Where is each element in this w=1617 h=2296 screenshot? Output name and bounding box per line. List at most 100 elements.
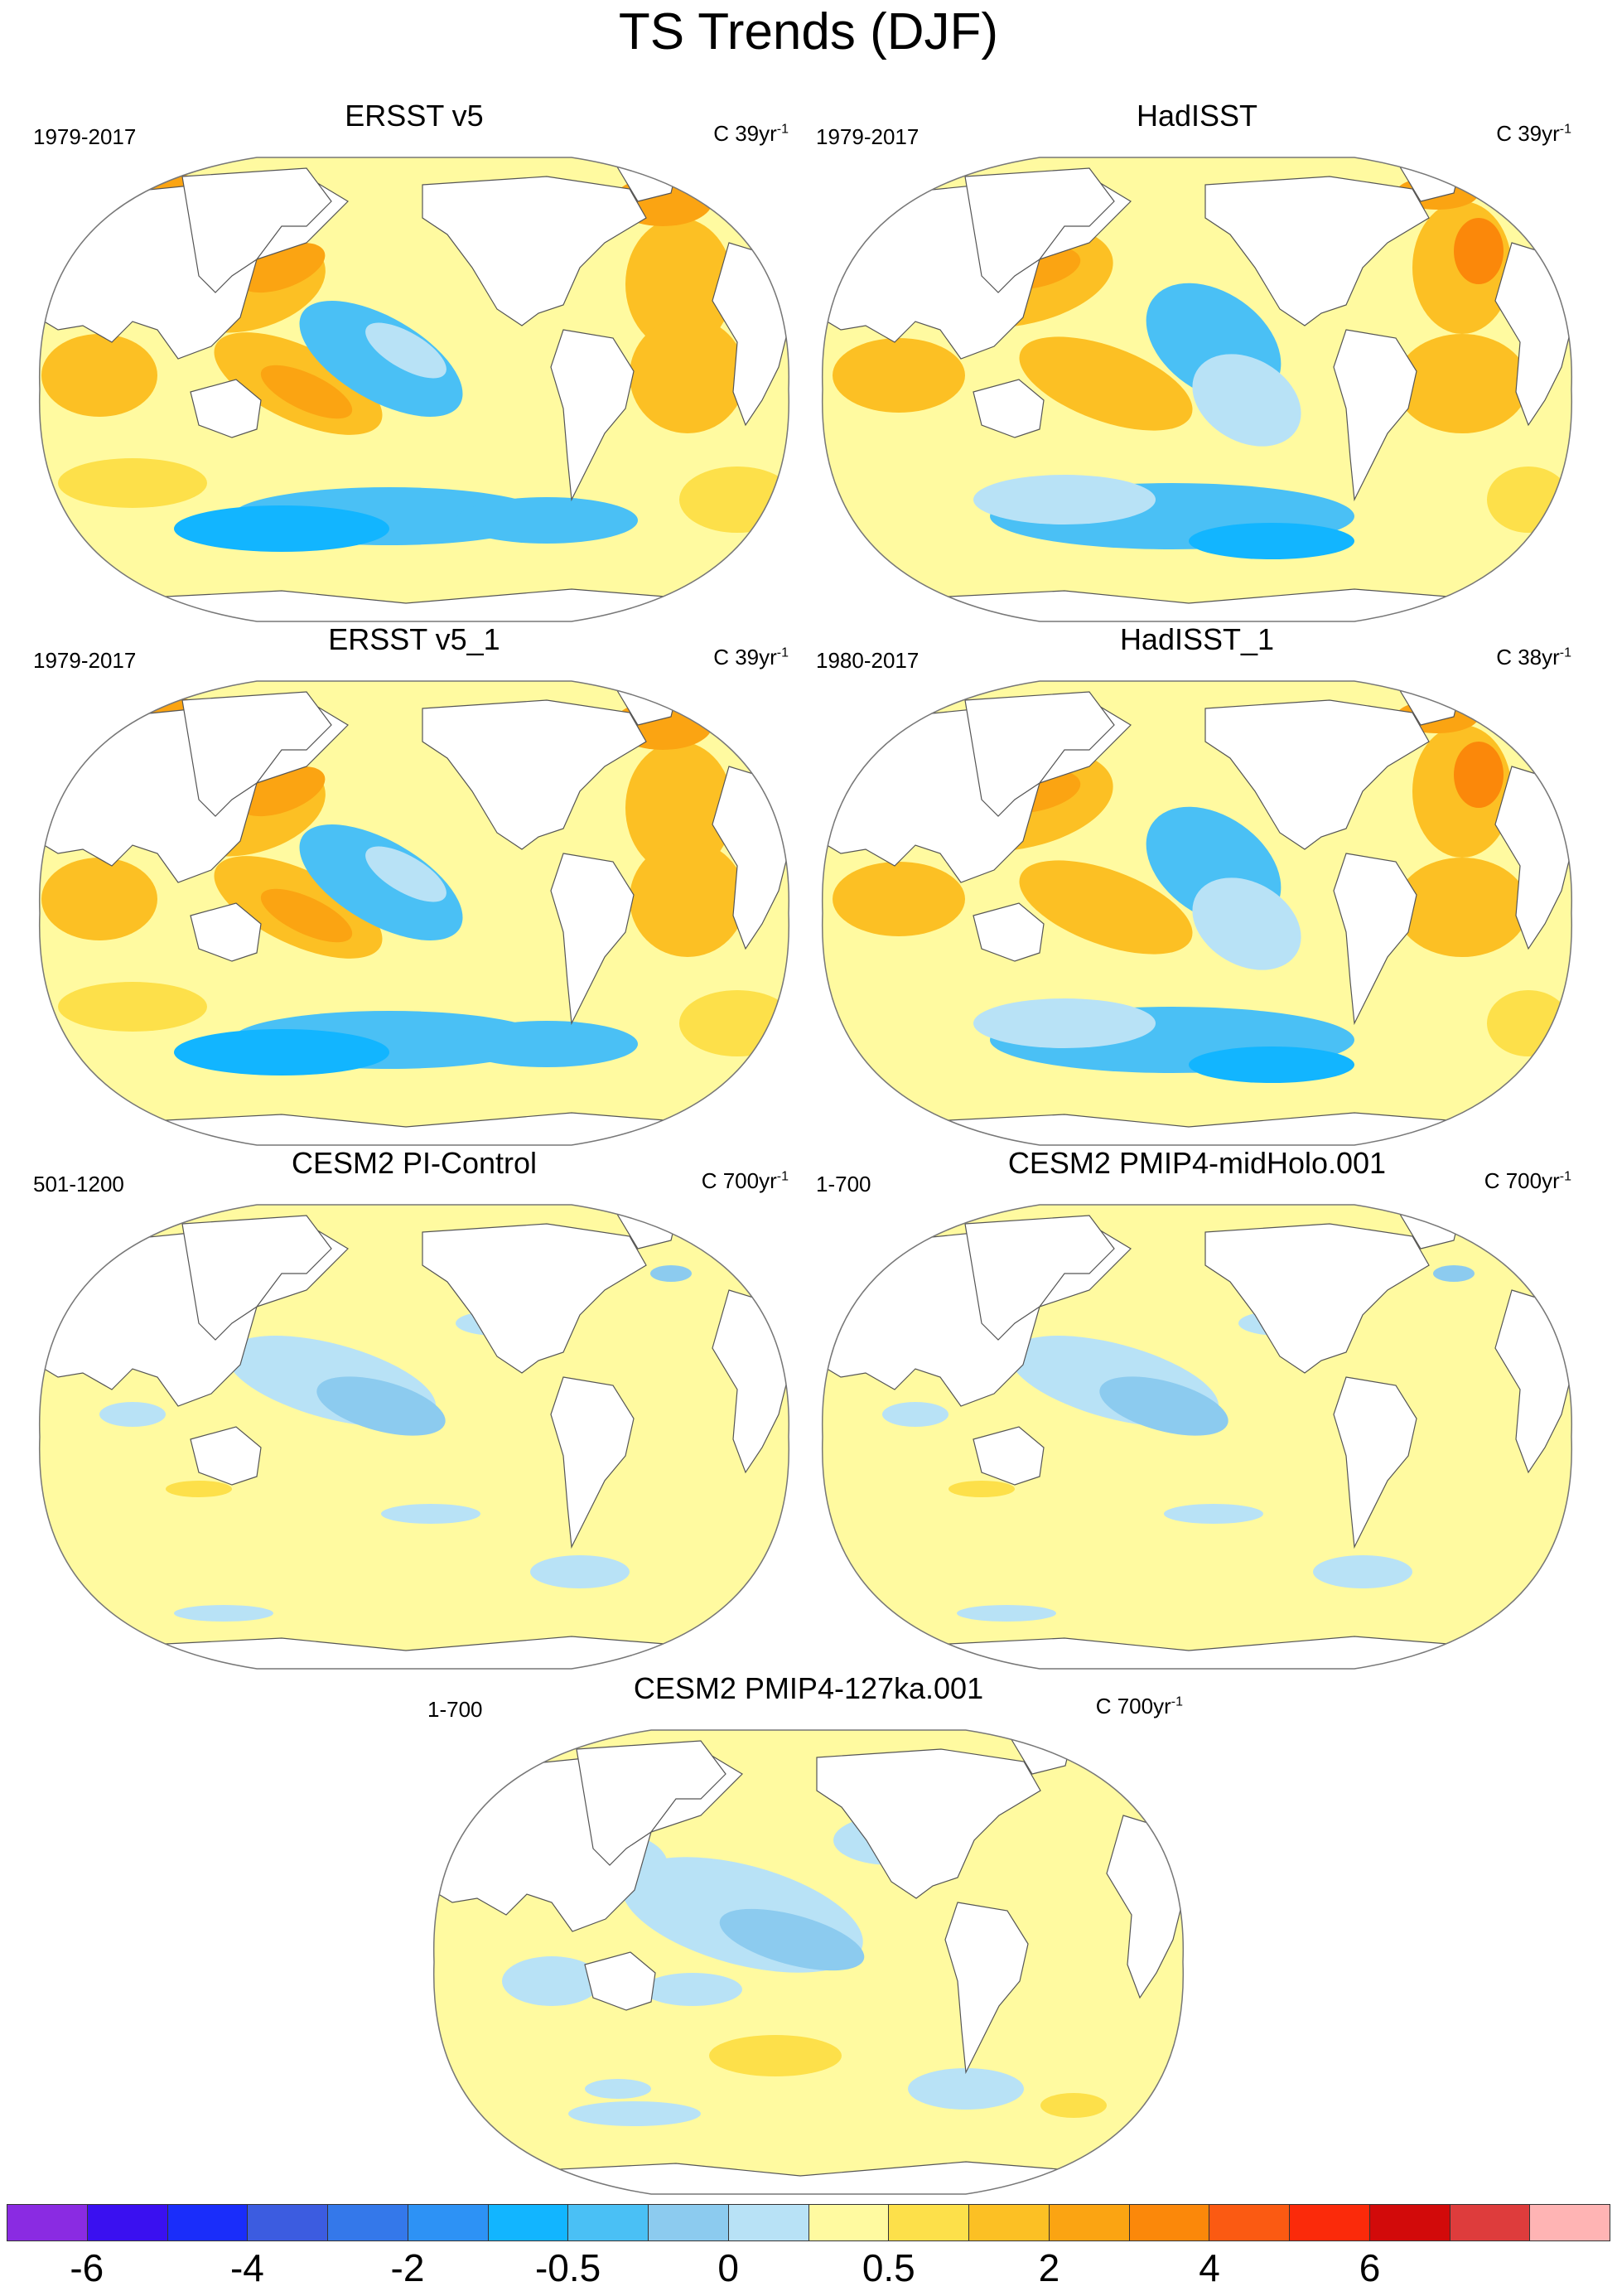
land-mass [973,1426,1045,1486]
trend-region [316,1376,446,1436]
trend-field [39,1205,789,1669]
colorbar-swatch [248,2205,328,2240]
colorbar-swatch [1450,2205,1531,2240]
panel-title: CESM2 PMIP4-midHolo.001 [1007,1146,1387,1180]
trend-region [1019,860,1193,955]
panel-title: CESM2 PMIP4-127ka.001 [633,1671,984,1705]
colorbar-tick-label: 4 [1199,2246,1220,2289]
map-panel-cesm2-127ka: CESM2 PMIP4-127ka.001 1-700 C 700yr-1 [427,1670,1190,2201]
trend-region [568,2101,701,2126]
colorbar-swatch [167,2205,249,2240]
colorbar-swatch [7,2205,88,2240]
map-panel-cesm2-pi-control: CESM2 PI-Control 501-1200 C 700yr-1 [33,1145,795,1675]
land-mass [576,1740,726,1866]
map-border [822,1204,1572,1670]
trend-region [1192,354,1301,447]
trend-region [625,218,733,350]
trend-region [260,365,353,419]
land-mass [890,588,1497,621]
colorbar-tick-label: -4 [229,2246,264,2289]
trend-region [973,998,1156,1048]
trend-region [643,1973,742,2006]
map-panel-hadisst-1: HadISST_1 1980-2017 C 38yr-1 [816,621,1578,1152]
land-mass [181,1215,332,1341]
map-panel-ersst-v5-1: ERSST v5_1 1979-2017 C 39yr-1 [33,621,795,1152]
trend-region [1189,523,1354,559]
land-mass [890,1636,1497,1669]
trend-map [822,680,1572,1146]
period-label: 1980-2017 [816,648,920,673]
colorbar-swatch [328,2205,408,2240]
trend-region [260,888,353,943]
figure-title: TS Trends (DJF) [618,3,999,60]
trend-region [502,1956,601,2006]
trend-region [719,1908,865,1971]
colorbar-swatch [808,2205,890,2240]
land-mass [107,1636,714,1669]
colorbar-swatch [568,2205,649,2240]
trend-region [174,1029,389,1075]
land-mass [944,1902,1029,2075]
land-mass [181,167,332,293]
land-mass [550,329,635,502]
trend-field [822,681,1572,1145]
trend-map [39,157,789,622]
land-mass [107,1112,714,1145]
trend-region [1396,858,1528,957]
trend-region [1396,334,1528,433]
units-label: C 39yr-1 [713,121,789,146]
trend-region [908,2068,1024,2110]
map-panel-hadisst: HadISST 1979-2017 C 39yr-1 [816,98,1578,628]
land-mass [584,1951,656,2011]
land-mass [890,1112,1497,1145]
land-mass [422,176,647,326]
units-label: C 39yr-1 [713,645,789,669]
colorbar-swatch [1129,2205,1210,2240]
colorbar-swatch [408,2205,489,2240]
trend-region [1454,742,1504,808]
land-mass [1333,1376,1417,1549]
trend-region [585,2079,651,2099]
units-label: C 700yr-1 [1484,1168,1571,1193]
panel-title: HadISST_1 [1119,622,1275,656]
trend-map [822,1204,1572,1670]
trend-region [299,824,463,940]
panel-title: HadISST [1136,99,1258,133]
land-mass [501,2161,1108,2194]
trend-map [39,1204,789,1670]
trend-region [174,505,389,552]
colorbar-swatch [488,2205,569,2240]
trend-region [365,322,446,379]
trend-region [957,1605,1056,1622]
colorbar-swatch [1290,2205,1370,2240]
land-mass [422,699,647,850]
trend-region [833,862,965,936]
trend-region [41,858,157,940]
trend-region [1487,466,1570,533]
map-border [39,1204,789,1670]
colorbar-swatch [1369,2205,1450,2240]
trend-region [299,301,463,417]
panel-title: ERSST v5 [345,99,484,133]
period-label: 1-700 [816,1172,871,1196]
colorbar-tick-label: 0 [717,2246,739,2289]
colorbar-swatch [87,2205,168,2240]
colorbar-tick-label: 6 [1359,2246,1381,2289]
trend-region [882,1402,948,1427]
land-mass [190,379,262,438]
map-panel-cesm2-midholo: CESM2 PMIP4-midHolo.001 1-700 C 700yr-1 [816,1145,1578,1675]
trend-region [58,982,207,1032]
map-panel-ersst-v5: ERSST v5 1979-2017 C 39yr-1 [33,98,795,628]
land-mass [181,691,332,817]
land-mass [190,902,262,962]
land-mass [550,1376,635,1549]
period-label: 501-1200 [33,1172,124,1196]
period-label: 1979-2017 [33,648,137,673]
colorbar-swatch [1049,2205,1130,2240]
map-border [822,157,1572,622]
land-mass [1333,329,1417,502]
trend-region [381,1504,480,1524]
land-mass [964,1215,1115,1341]
trend-region [973,475,1156,524]
trend-region [1487,990,1570,1056]
